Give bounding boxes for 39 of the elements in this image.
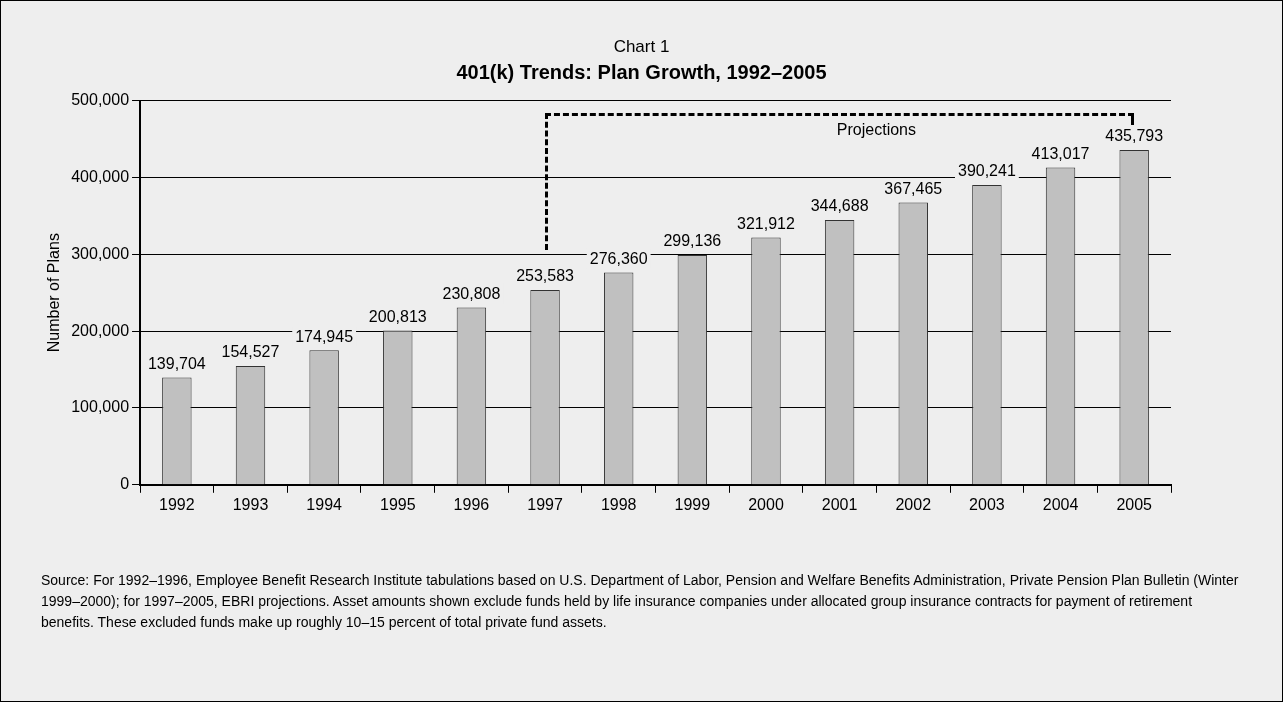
y-tick-label: 300,000 (71, 244, 130, 262)
x-tick-label: 2002 (895, 495, 932, 513)
data-label: 200,813 (368, 307, 427, 325)
data-label: 139,704 (147, 354, 206, 372)
data-label: 299,136 (663, 232, 722, 250)
y-tick-label: 100,000 (71, 398, 130, 416)
x-tick-label: 2005 (1116, 495, 1153, 513)
x-tick-label: 1996 (453, 495, 490, 513)
data-label: 344,688 (810, 197, 869, 215)
x-tick-label: 2003 (969, 495, 1005, 513)
data-label: 413,017 (1031, 144, 1090, 162)
x-tick-label: 1999 (674, 495, 711, 513)
data-label: 321,912 (737, 214, 795, 232)
data-label: 230,808 (442, 284, 501, 302)
chart-title: Chart 1 (612, 36, 671, 57)
y-axis-title: Number of Plans (45, 233, 63, 353)
x-tick-label: 1995 (379, 495, 416, 513)
x-tick-label: 2001 (821, 495, 858, 513)
data-label: 174,945 (295, 327, 354, 345)
data-label: 367,465 (884, 179, 943, 197)
x-tick-label: 1998 (600, 495, 637, 513)
x-tick-label: 1993 (232, 495, 269, 513)
chart-subtitle: 401(k) Trends: Plan Growth, 1992–2005 (455, 61, 828, 84)
data-label: 390,241 (957, 162, 1016, 180)
y-tick-label: 500,000 (71, 91, 130, 109)
source-note: Source: For 1992–1996, Employee Benefit Research Institute tabulations based on U.S. Department of Labor, Pension and Welfare Benefits Administration, Private Pension Plan Bulletin (Winter 1999–2000); for 1997–2005, EBRI projections. Asset amounts shown exclude funds held by life insurance companies under allocated group insurance contracts for payment of retirement benefits. These excluded funds make up roughly 10–15 percent of total private fund assets. (41, 571, 1240, 632)
data-label: 154,527 (221, 343, 280, 361)
x-tick-label: 1994 (306, 495, 343, 513)
y-tick-label: 200,000 (71, 321, 130, 339)
data-label: 435,793 (1105, 127, 1164, 145)
x-tick-label: 2004 (1042, 495, 1079, 513)
y-tick-label: 0 (120, 475, 130, 493)
x-tick-label: 1992 (159, 495, 195, 513)
x-tick-label: 1997 (527, 495, 563, 513)
data-label: 253,583 (516, 267, 575, 285)
x-tick-label: 2000 (748, 495, 784, 513)
data-label: 276,360 (589, 249, 648, 267)
annotation: Projections (836, 121, 917, 139)
y-tick-label: 400,000 (71, 167, 130, 185)
